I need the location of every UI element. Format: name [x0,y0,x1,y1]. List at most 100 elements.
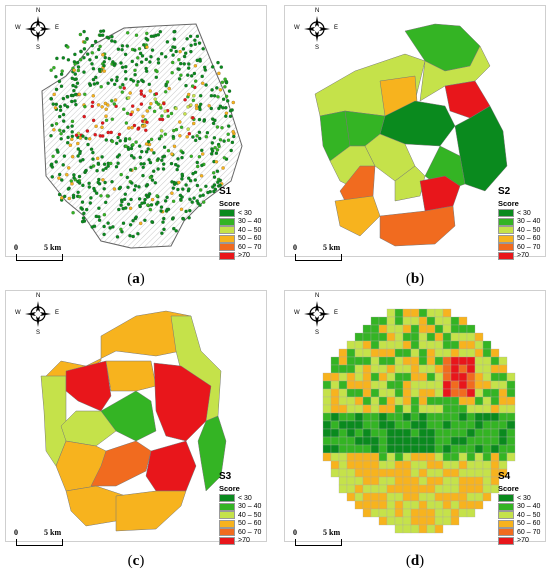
grid-cell [442,476,452,486]
grid-cell [386,340,396,350]
grid-cell [426,308,436,318]
grid-cell [418,476,428,486]
grid-cell [466,508,476,518]
poi-point [65,105,70,109]
poi-point [95,168,99,173]
poi-point [219,65,223,69]
grid-cell [394,364,404,374]
grid-cell [362,340,372,350]
poi-point [166,148,171,153]
grid-cell [394,452,404,462]
poi-point [59,131,63,136]
grid-cell [322,420,332,430]
poi-point [97,177,101,182]
grid-cell [442,308,452,318]
poi-point [144,150,149,154]
poi-point [186,66,191,70]
legend-swatch [219,209,235,218]
poi-point [124,121,129,125]
poi-point [134,33,139,37]
poi-point [130,125,134,130]
legend-title: S1 [219,186,232,197]
grid-cell [410,396,420,406]
poi-point [102,212,107,217]
map-panel-d: N E S W S4 Score < 30 30 – 40 40 – 50 50 – … [284,290,546,546]
poi-point [129,153,134,158]
poi-point [122,197,127,201]
poi-point [73,72,78,76]
legend-item: < 30 [498,494,540,503]
legend-swatch [498,209,514,218]
poi-point [229,148,233,153]
poi-point [177,77,182,81]
poi-point [120,65,125,70]
legend-item: 40 – 50 [219,226,261,235]
grid-cell [362,404,372,414]
poi-point [58,114,62,119]
grid-cell [346,396,356,406]
poi-point [120,230,124,234]
grid-cell [458,380,468,390]
grid-cell [322,396,332,406]
grid-cell [354,500,364,510]
poi-point [149,137,154,142]
poi-point [88,83,93,88]
poi-point [154,100,159,105]
poi-point [102,64,106,68]
poi-point [213,145,217,150]
poi-point [224,80,229,84]
grid-cell [346,484,356,494]
grid-cell [386,308,396,318]
grid-cell [442,444,452,454]
grid-cell [434,372,444,382]
poi-point [172,182,177,186]
caption-d: (d) [405,553,425,569]
grid-cell [498,444,508,454]
poi-point [221,97,226,101]
grid-cell [394,396,404,406]
poi-point [192,71,197,76]
poi-point [200,163,204,168]
grid-cell [426,388,436,398]
poi-point [60,178,64,182]
legend-label: 60 – 70 [238,528,262,536]
legend-item: 30 – 40 [498,217,540,227]
poi-point [110,117,115,121]
poi-point [98,44,102,49]
legend-swatch [219,536,235,545]
poi-point [193,178,197,182]
legend-label: < 30 [517,494,531,502]
legend-label: 50 – 60 [517,235,541,243]
poi-point [81,157,85,162]
poi-point [154,92,159,96]
poi-point [123,192,128,196]
grid-cell [498,404,508,414]
grid-cell [330,404,340,414]
grid-cell [434,356,444,366]
grid-cell [362,348,372,358]
poi-point [182,54,187,59]
grid-cell [418,356,428,366]
poi-point [83,169,88,174]
legend-swatch [498,502,514,511]
grid-cell [434,348,444,358]
map-panel-b: N E S W S2 Score < 30 30 – 40 40 – 50 50 – … [284,5,546,261]
poi-point [58,108,63,113]
grid-cell [378,324,388,334]
grid-cell [378,396,388,406]
poi-point [228,114,233,119]
legend-item: 50 – 60 [498,234,541,244]
poi-point [80,219,85,224]
grid-cell [386,468,396,478]
poi-point [214,160,219,164]
legend-swatch [498,234,514,243]
poi-point [150,178,155,182]
poi-point [156,57,160,61]
poi-point [109,130,113,135]
poi-point [155,69,159,74]
grid-cell [378,412,388,422]
poi-point [171,53,175,57]
poi-point [57,176,61,180]
grid-cell [394,508,404,518]
grid-cell [434,388,444,398]
